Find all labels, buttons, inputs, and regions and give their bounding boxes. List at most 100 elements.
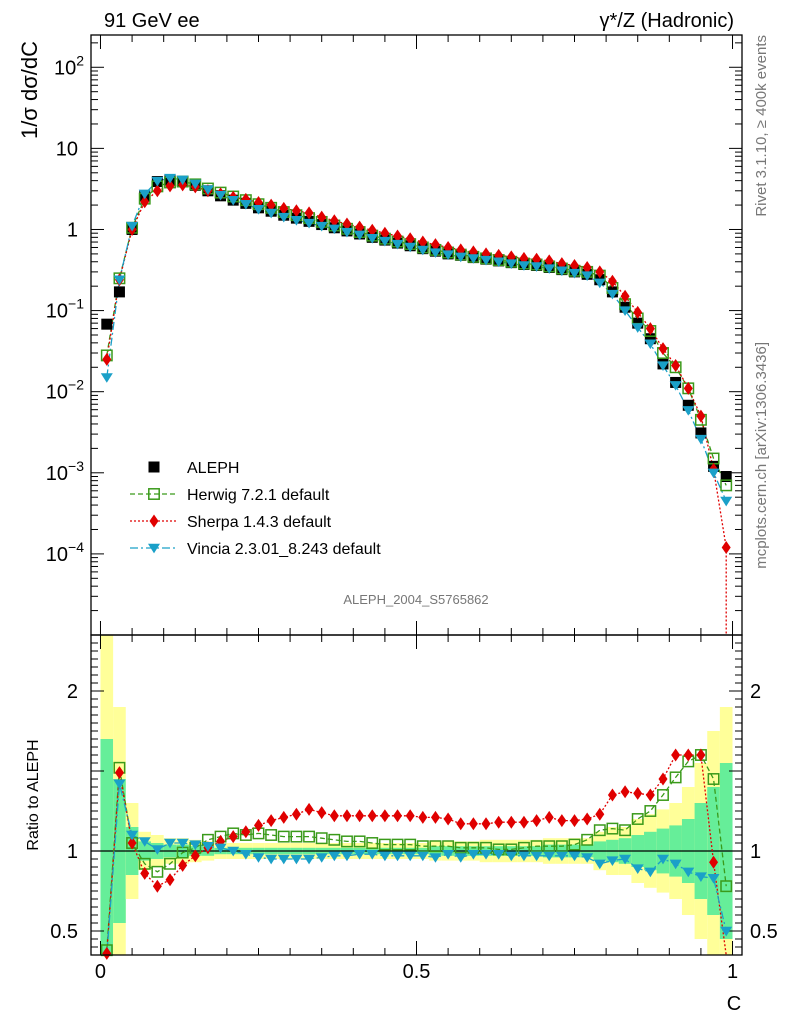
ratio-point-vincia xyxy=(239,850,252,860)
ratio-point-vincia xyxy=(644,867,657,878)
ratio-point-herwig xyxy=(619,824,632,837)
main-point-vincia xyxy=(492,257,505,268)
main-point-vincia xyxy=(214,190,227,201)
ratio-point-herwig xyxy=(366,837,379,849)
ratio-point-herwig xyxy=(644,805,657,817)
ratio-point-sherpa xyxy=(506,815,516,829)
ratio-point-vincia xyxy=(682,867,695,878)
ratio-series-markers xyxy=(100,748,733,960)
main-point-vincia xyxy=(404,242,417,253)
ratio-point-sherpa xyxy=(102,946,112,960)
ratio-point-sherpa xyxy=(279,810,289,824)
ratio-point-herwig xyxy=(303,830,316,843)
main-point-vincia xyxy=(164,173,177,184)
ratio-point-vincia xyxy=(467,850,480,860)
main-point-sherpa xyxy=(393,229,403,243)
main-point-vincia xyxy=(227,195,240,206)
main-point-vincia xyxy=(151,176,164,187)
ratio-point-herwig xyxy=(530,840,543,853)
ratio-point-herwig xyxy=(315,832,328,845)
ratio-point-herwig xyxy=(328,833,341,846)
ratio-point-herwig xyxy=(568,838,581,851)
main-y-tick-label: 10−2 xyxy=(46,377,84,404)
main-point-vincia xyxy=(467,254,480,264)
ratio-point-sherpa xyxy=(241,825,251,839)
main-point-sherpa xyxy=(544,254,554,268)
main-point-vincia xyxy=(694,434,707,445)
main-point-vincia xyxy=(543,264,556,274)
main-point-sherpa xyxy=(671,359,681,373)
legend-item-vincia: Vincia 2.3.01_8.243 default xyxy=(130,541,381,558)
ratio-point-sherpa xyxy=(317,806,327,820)
main-point-vincia xyxy=(416,245,429,256)
legend-item-herwig: Herwig 7.2.1 default xyxy=(130,487,330,504)
main-y-tick-label: 10−3 xyxy=(46,458,84,485)
main-line-herwig xyxy=(106,180,727,486)
ratio-line-herwig xyxy=(106,754,727,951)
ratio-point-vincia xyxy=(151,845,164,855)
ratio-point-vincia xyxy=(227,846,240,857)
ratio-point-vincia xyxy=(581,853,594,863)
ratio-point-vincia xyxy=(252,853,265,863)
main-point-sherpa xyxy=(620,289,630,303)
ratio-point-herwig xyxy=(429,840,442,853)
legend: ALEPH Herwig 7.2.1 default Sherpa 1.4.3 de… xyxy=(130,460,381,558)
main-point-sherpa xyxy=(304,206,314,220)
ratio-y-tick-label-left: 0.5 xyxy=(50,921,78,943)
ratio-point-vincia xyxy=(707,874,720,884)
ratio-point-sherpa xyxy=(140,866,150,880)
ratio-point-vincia xyxy=(214,843,227,854)
ratio-point-vincia xyxy=(568,851,581,862)
ratio-point-herwig xyxy=(416,840,429,853)
main-point-sherpa xyxy=(696,409,706,423)
main-point-sherpa xyxy=(418,235,428,249)
ratio-point-vincia xyxy=(429,853,442,863)
main-point-vincia xyxy=(480,255,493,266)
ratio-point-sherpa xyxy=(557,814,567,828)
ratio-point-vincia xyxy=(113,779,126,790)
x-tick-label: 1 xyxy=(727,961,738,983)
analysis-watermark: ALEPH_2004_S5765862 xyxy=(343,592,488,607)
ratio-point-sherpa xyxy=(405,809,415,823)
ratio-point-vincia xyxy=(138,837,151,847)
main-point-vincia xyxy=(239,199,252,210)
main-point-sherpa xyxy=(367,223,377,237)
ratio-point-herwig xyxy=(581,833,594,846)
ratio-point-vincia xyxy=(189,840,202,850)
ratio-point-herwig xyxy=(290,830,303,843)
main-point-sherpa xyxy=(102,352,112,366)
main-point-vincia xyxy=(315,221,328,232)
ratio-point-vincia xyxy=(404,851,417,862)
ratio-point-sherpa xyxy=(532,814,542,828)
main-point-sherpa xyxy=(266,198,276,212)
ratio-point-sherpa xyxy=(114,766,124,780)
legend-marker-sherpa xyxy=(149,514,159,528)
ratio-point-herwig xyxy=(606,822,619,835)
ratio-point-herwig xyxy=(555,840,568,853)
ratio-point-vincia xyxy=(619,854,632,865)
ratio-point-sherpa xyxy=(481,817,491,831)
ratio-point-herwig xyxy=(707,773,720,785)
header-left: 91 GeV ee xyxy=(104,10,200,32)
ratio-point-herwig xyxy=(378,838,391,851)
main-point-vincia xyxy=(568,268,581,279)
main-point-vincia xyxy=(176,175,189,186)
axes-ticks xyxy=(91,35,742,955)
ratio-point-sherpa xyxy=(228,830,238,844)
main-point-vincia xyxy=(189,179,202,190)
main-point-vincia xyxy=(593,278,606,289)
ratio-point-vincia xyxy=(265,854,278,865)
main-point-vincia xyxy=(442,250,455,261)
ratio-point-vincia xyxy=(201,842,214,852)
main-point-vincia xyxy=(252,204,265,215)
ratio-point-vincia xyxy=(631,864,644,874)
ratio-point-sherpa xyxy=(291,807,301,821)
legend-label-herwig: Herwig 7.2.1 default xyxy=(187,487,330,504)
main-point-aleph xyxy=(720,471,732,483)
ratio-point-vincia xyxy=(492,850,505,860)
ratio-point-herwig xyxy=(454,841,467,854)
main-point-sherpa xyxy=(582,260,592,274)
main-point-aleph xyxy=(682,399,694,411)
ratio-y-tick-label-right: 2 xyxy=(750,681,761,703)
